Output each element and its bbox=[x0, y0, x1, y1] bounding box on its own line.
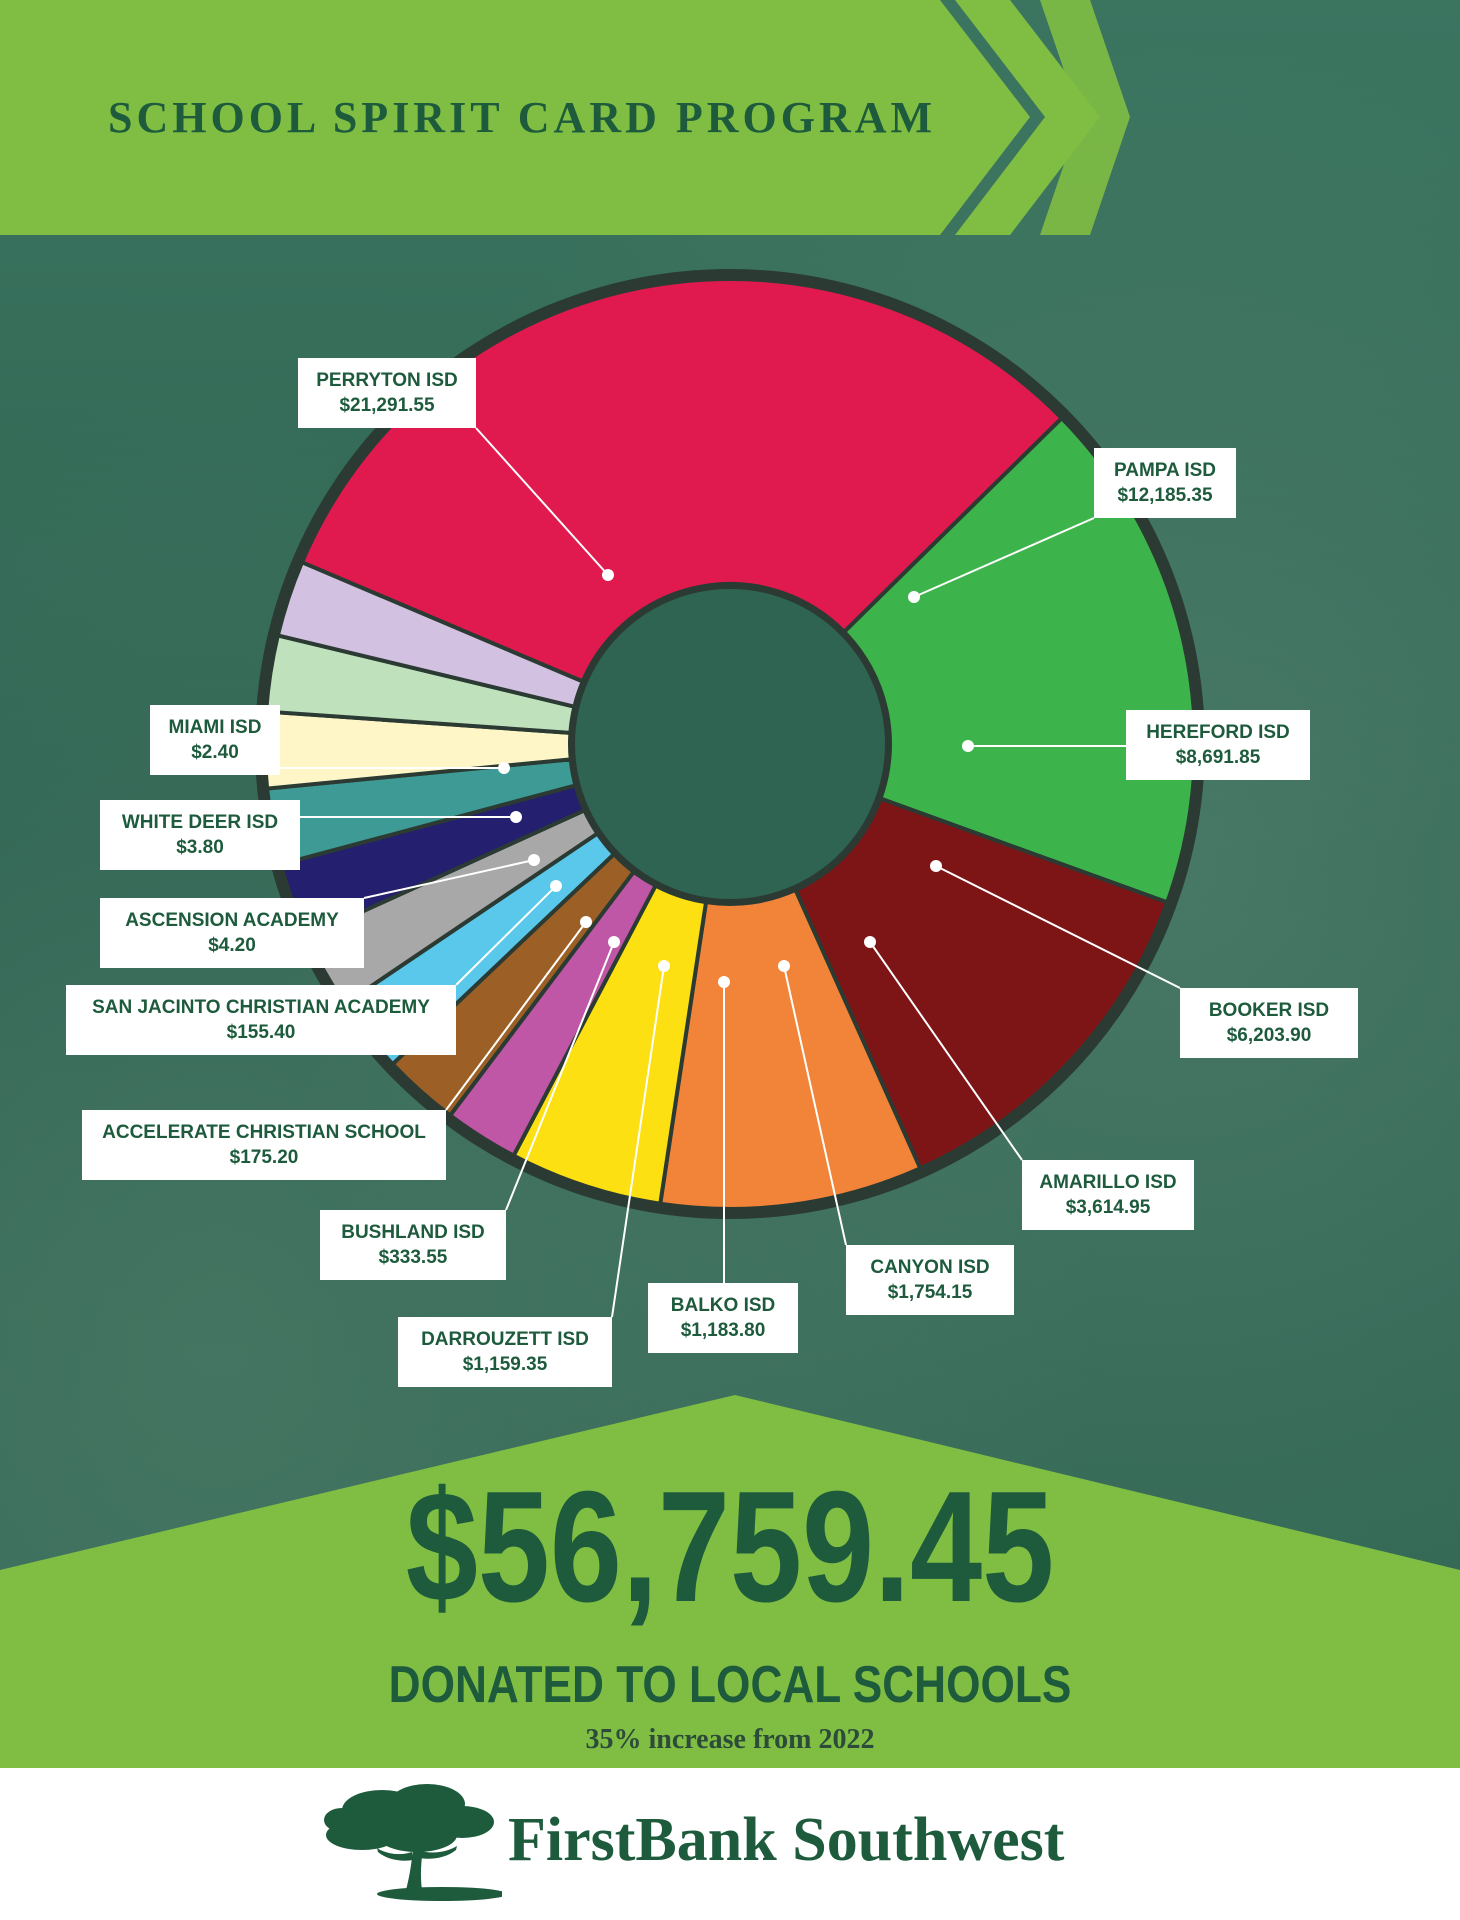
label-white-deer-isd: WHITE DEER ISD $3.80 bbox=[100, 800, 300, 870]
leader-dot-san-jacinto-christian-academy bbox=[550, 880, 562, 892]
label-perryton-isd: PERRYTON ISD $21,291.55 bbox=[298, 358, 476, 428]
leader-line-accelerate-christian-school bbox=[445, 921, 587, 1111]
label-booker-isd: BOOKER ISD $6,203.90 bbox=[1180, 988, 1358, 1058]
label-name: PERRYTON ISD bbox=[316, 370, 458, 391]
total-donated: $56,759.45 bbox=[405, 1459, 1055, 1635]
label-name: CANYON ISD bbox=[870, 1257, 990, 1278]
leader-dot-canyon-isd bbox=[778, 960, 790, 972]
leader-line-ascension-academy bbox=[363, 859, 535, 899]
page-title: SCHOOL SPIRIT CARD PROGRAM bbox=[108, 93, 937, 142]
increase-caption: 35% increase from 2022 bbox=[585, 1724, 875, 1755]
leader-dot-balko-isd bbox=[718, 976, 730, 988]
label-amarillo-isd: AMARILLO ISD $3,614.95 bbox=[1022, 1160, 1194, 1230]
label-name: BUSHLAND ISD bbox=[341, 1222, 485, 1243]
label-bushland-isd: BUSHLAND ISD $333.55 bbox=[320, 1210, 506, 1280]
leader-dot-perryton-isd bbox=[602, 569, 614, 581]
label-balko-isd: BALKO ISD $1,183.80 bbox=[648, 1283, 798, 1353]
brand-name: FirstBank Southwest bbox=[508, 1806, 1065, 1874]
header-banner bbox=[0, 0, 1130, 235]
label-value: $1,754.15 bbox=[887, 1282, 973, 1303]
label-name: HEREFORD ISD bbox=[1146, 722, 1290, 743]
leader-dot-miami-isd bbox=[498, 762, 510, 774]
leader-dot-white-deer-isd bbox=[510, 811, 522, 823]
leader-dot-darrouzett-isd bbox=[658, 960, 670, 972]
label-canyon-isd: CANYON ISD $1,754.15 bbox=[846, 1245, 1014, 1315]
label-name: ASCENSION ACADEMY bbox=[125, 910, 339, 931]
leader-line-canyon-isd bbox=[783, 965, 847, 1246]
leader-dot-hereford-isd bbox=[962, 740, 974, 752]
label-name: MIAMI ISD bbox=[168, 717, 262, 738]
leader-line-booker-isd bbox=[935, 865, 1181, 989]
leader-dot-bushland-isd bbox=[608, 936, 620, 948]
label-san-jacinto-christian-academy: SAN JACINTO CHRISTIAN ACADEMY $155.40 bbox=[66, 985, 456, 1055]
label-pampa-isd: PAMPA ISD $12,185.35 bbox=[1094, 448, 1236, 518]
label-value: $21,291.55 bbox=[339, 395, 435, 416]
label-name: WHITE DEER ISD bbox=[121, 812, 279, 833]
label-value: $12,185.35 bbox=[1117, 485, 1213, 506]
label-name: AMARILLO ISD bbox=[1039, 1172, 1177, 1193]
label-ascension-academy: ASCENSION ACADEMY $4.20 bbox=[100, 898, 364, 968]
label-value: $1,183.80 bbox=[680, 1320, 766, 1341]
leader-line-bushland-isd bbox=[505, 941, 615, 1211]
label-value: $333.55 bbox=[378, 1247, 448, 1268]
label-value: $4.20 bbox=[208, 935, 256, 956]
label-value: $1,159.35 bbox=[462, 1354, 548, 1375]
leader-dot-pampa-isd bbox=[908, 591, 920, 603]
leader-dot-amarillo-isd bbox=[864, 936, 876, 948]
donated-caption: DONATED TO LOCAL SCHOOLS bbox=[388, 1656, 1072, 1714]
leader-line-perryton-isd bbox=[475, 427, 609, 576]
label-value: $8,691.85 bbox=[1175, 747, 1261, 768]
tree-icon bbox=[324, 1784, 502, 1901]
leader-line-san-jacinto-christian-academy bbox=[455, 885, 557, 986]
leader-line-amarillo-isd bbox=[869, 941, 1023, 1161]
label-value: $2.40 bbox=[191, 742, 239, 763]
chart-center-hole bbox=[569, 583, 891, 905]
label-value: $175.20 bbox=[229, 1147, 299, 1168]
label-value: $3,614.95 bbox=[1065, 1197, 1151, 1218]
label-hereford-isd: HEREFORD ISD $8,691.85 bbox=[1126, 710, 1310, 780]
label-name: DARROUZETT ISD bbox=[421, 1329, 589, 1350]
leader-line-darrouzett-isd bbox=[611, 965, 665, 1318]
label-name: ACCELERATE CHRISTIAN SCHOOL bbox=[102, 1122, 426, 1143]
label-darrouzett-isd: DARROUZETT ISD $1,159.35 bbox=[398, 1317, 612, 1387]
leader-line-pampa-isd bbox=[913, 517, 1095, 598]
leader-dot-accelerate-christian-school bbox=[580, 916, 592, 928]
label-value: $6,203.90 bbox=[1226, 1025, 1312, 1046]
label-name: BOOKER ISD bbox=[1208, 1000, 1330, 1021]
label-name: SAN JACINTO CHRISTIAN ACADEMY bbox=[92, 997, 430, 1018]
label-value: $155.40 bbox=[226, 1022, 296, 1043]
label-value: $3.80 bbox=[176, 837, 224, 858]
label-accelerate-christian-school: ACCELERATE CHRISTIAN SCHOOL $175.20 bbox=[82, 1110, 446, 1180]
label-miami-isd: MIAMI ISD $2.40 bbox=[150, 705, 280, 775]
footer bbox=[0, 1768, 1460, 1920]
leader-dot-ascension-academy bbox=[528, 854, 540, 866]
leader-dot-booker-isd bbox=[930, 860, 942, 872]
label-name: BALKO ISD bbox=[670, 1295, 776, 1316]
label-name: PAMPA ISD bbox=[1113, 460, 1217, 481]
